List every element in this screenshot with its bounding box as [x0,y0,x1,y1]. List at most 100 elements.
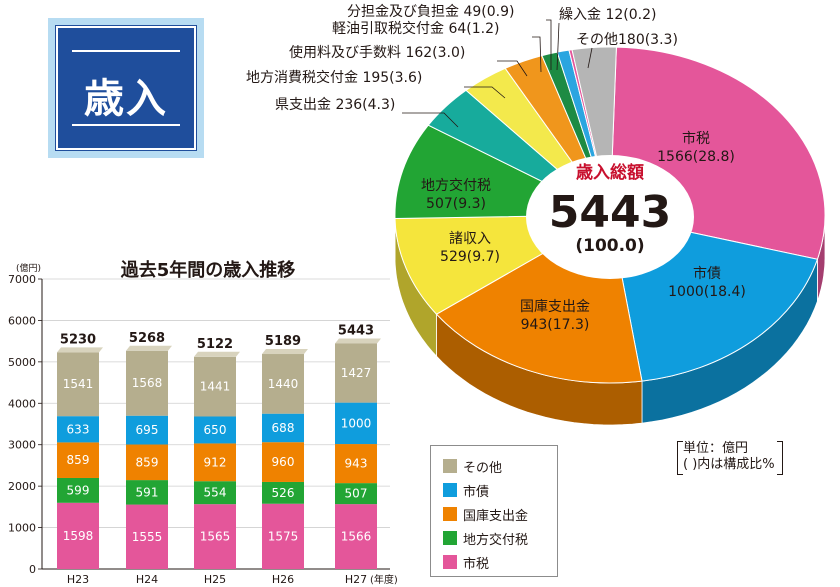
pie-label-軽油引取税交付金: 軽油引取税交付金 64(1.2) [332,20,499,37]
pie-label-国庫支出金-1: 943(17.3) [521,317,590,333]
pie-label-分担金及び負担金: 分担金及び負担金 49(0.9) [347,4,514,20]
bar-value-H27-市債: 1000 [341,416,372,430]
bar-value-H24-市税: 1555 [132,530,163,544]
bar-tick-label-3000: 3000 [8,439,36,452]
bar-H27-市税 [335,504,377,569]
legend-label-地方交付税: 地方交付税 [463,532,529,548]
bar-xtick-H25: H25 [204,573,226,586]
bar-H27-地方交付税 [335,483,377,505]
badge-rule-top [72,50,180,52]
bar-xtick-H24: H24 [136,573,158,586]
bar-H23-市税 [57,502,99,569]
bar-ylabel: (億円) [16,262,41,274]
bar-H27-その他 [335,343,377,403]
legend-swatch-市税 [443,555,457,569]
legend-item-国庫支出金: 国庫支出金 [443,504,528,524]
bar-H23-その他 [57,352,99,417]
bar-value-H24-市債: 695 [136,423,159,437]
bar-top-cap-H24 [126,345,172,351]
pie-label-使用料及び手数料: 使用料及び手数料 162(3.0) [289,44,465,61]
bar-total-H25: 5122 [197,337,233,352]
bar-xtick-H23: H23 [67,573,89,586]
bar-H23-国庫支出金 [57,442,99,478]
legend-swatch-国庫支出金 [443,507,457,521]
bar-value-H25-市債: 650 [204,423,227,437]
bar-value-H26-市税: 1575 [268,529,299,543]
bar-value-H26-市債: 688 [272,421,295,435]
bar-total-H23: 5230 [60,332,96,347]
pie-leader-県支出金 [402,112,459,128]
legend-label-市税: 市税 [463,556,490,572]
pie-leader-繰入金 [556,22,560,71]
pie-label-市税-1: 1566(28.8) [657,149,735,165]
bar-value-H25-国庫支出金: 912 [204,455,227,469]
bar-value-H23-市税: 1598 [63,529,94,543]
bar-H25-その他 [194,356,236,417]
bar-value-H26-その他: 1440 [268,377,299,391]
bar-value-H24-その他: 1568 [132,376,163,390]
bar-value-H27-市税: 1566 [341,530,372,544]
pie-leader-使用料及び手数料 [497,60,528,77]
pie-label-地方交付税-0: 地方交付税 [421,177,491,194]
bar-H24-市税 [126,504,168,569]
section-badge: 歳入 [48,18,204,158]
pie-label-県支出金: 県支出金 236(4.3) [275,97,395,113]
bar-value-H23-地方交付税: 599 [67,483,90,497]
bar-value-H27-地方交付税: 507 [345,487,368,501]
bar-H23-地方交付税 [57,477,99,503]
pie-leader-その他 [587,47,593,69]
bar-xtick-H26: H26 [272,573,294,586]
pie-center-title: 歳入総額 [576,162,644,183]
bar-H25-市債 [194,416,236,444]
bar-tick-label-4000: 4000 [8,397,36,410]
legend-swatch-市債 [443,483,457,497]
bar-H26-その他 [262,354,304,414]
pie-center-value: 5443 [549,187,671,238]
bar-value-H26-国庫支出金: 960 [272,455,295,469]
pie-label-市税-0: 市税 [682,130,710,147]
unit-note-line2: ( )内は構成比% [683,457,775,472]
bar-H26-市税 [262,503,304,569]
bar-xlabel-suffix: (年度) [370,573,398,586]
bar-tick-label-1000: 1000 [8,522,36,535]
pie-label-繰入金: 繰入金 12(0.2) [559,7,656,23]
bar-tick-label-2000: 2000 [8,480,36,493]
badge-title: 歳入 [84,76,168,122]
legend-swatch-地方交付税 [443,531,457,545]
pie-leader-分担金及び負担金 [546,19,552,70]
bar-xtick-H27: H27 [345,573,367,586]
bar-total-H27: 5443 [338,324,374,339]
pie-label-市債-0: 市債 [693,265,721,282]
bar-H25-地方交付税 [194,481,236,505]
bar-chart-title: 過去5年間の歳入推移 [120,260,296,281]
bar-top-cap-H26 [262,349,308,355]
bar-H23-市債 [57,416,99,443]
pie-center-pct: (100.0) [575,236,644,256]
bar-tick-label-6000: 6000 [8,314,36,327]
bar-H25-市税 [194,504,236,569]
legend-label-その他: その他 [463,460,503,476]
pie-label-地方交付税-1: 507(9.3) [426,196,486,212]
legend-item-その他: その他 [443,456,502,476]
legend-item-市税: 市税 [443,552,489,572]
pie-label-地方消費税交付金: 地方消費税交付金 195(3.6) [246,69,422,86]
legend-item-市債: 市債 [443,480,489,500]
bar-value-H23-その他: 1541 [63,377,94,391]
pie-center-hole [526,155,694,279]
bar-value-H23-市債: 633 [67,422,90,436]
badge-frame: 歳入 [56,26,196,150]
bar-value-H25-その他: 1441 [200,380,231,394]
unit-note: 単位：億円 ( )内は構成比% [677,441,783,475]
bar-value-H24-地方交付税: 591 [136,485,159,499]
bar-legend: その他市債国庫支出金地方交付税市税 [430,445,558,577]
bar-value-H26-地方交付税: 526 [272,486,295,500]
bar-H24-市債 [126,415,168,445]
pie-label-その他: その他180(3.3) [576,32,678,48]
unit-note-line1: 単位：億円 [683,441,749,456]
pie-leader-地方消費税交付金 [464,86,506,99]
bar-value-H25-市税: 1565 [200,530,231,544]
legend-swatch-その他 [443,459,457,473]
pie-label-諸収入-0: 諸収入 [449,231,491,247]
bar-tick-label-7000: 7000 [8,273,36,286]
